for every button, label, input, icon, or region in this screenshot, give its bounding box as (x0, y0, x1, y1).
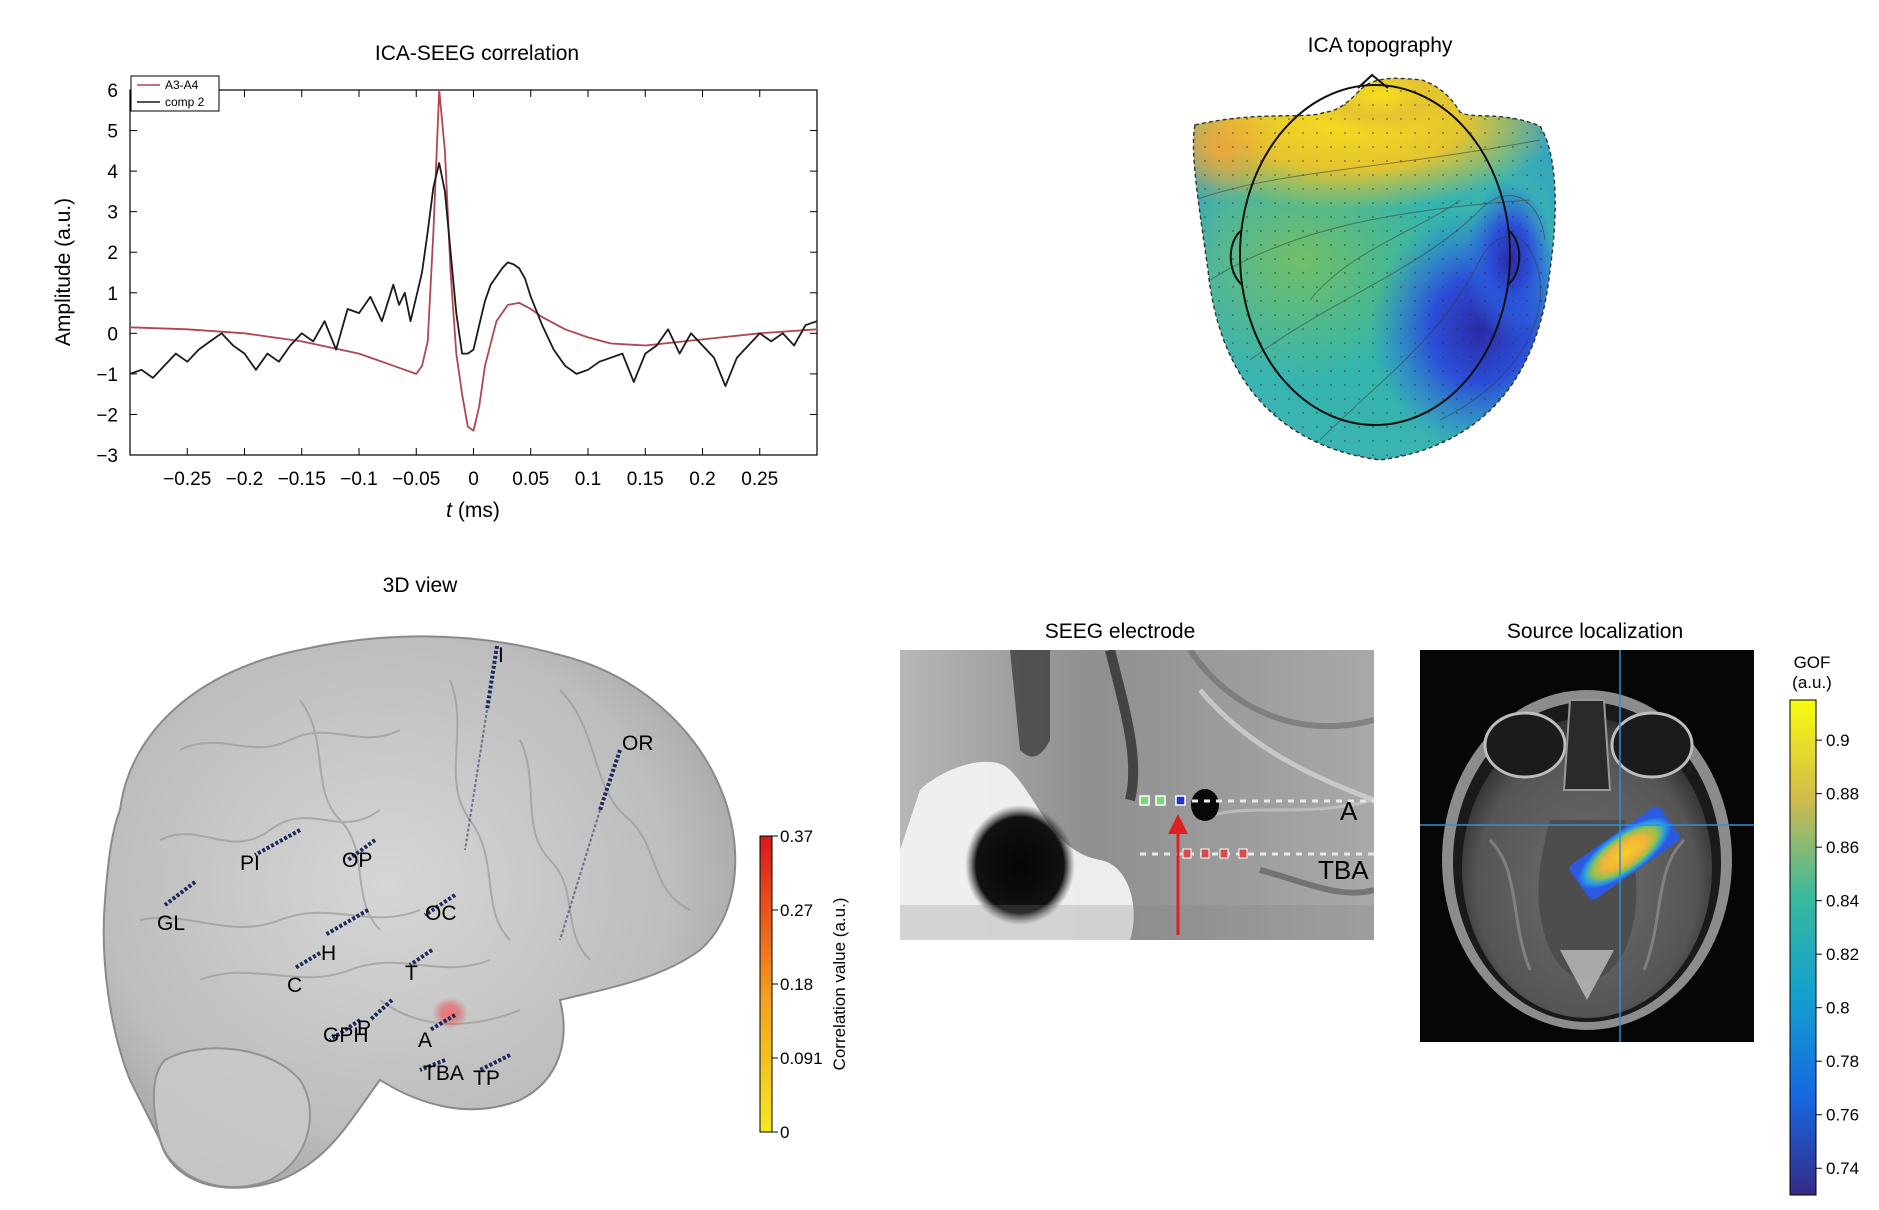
electrode-label-pi: PI (240, 852, 260, 875)
gof-tick-label: 0.88 (1826, 785, 1859, 804)
x-axis-unit: (ms) (452, 499, 500, 522)
legend-label-a3a4: A3-A4 (165, 78, 199, 92)
gof-tick-label: 0.82 (1826, 945, 1859, 964)
x-tick-label: 0.1 (575, 469, 601, 490)
electrode-label-op: OP (342, 849, 372, 872)
x-tick-label: 0.25 (741, 469, 778, 490)
gof-tick-label: 0.74 (1826, 1159, 1859, 1178)
corr-tick-4: 0 (780, 1123, 789, 1142)
seeg-label-tba: TBA (1318, 855, 1369, 885)
y-tick-label: 5 (107, 122, 118, 143)
x-tick-label: −0.2 (226, 469, 264, 490)
topography-title: ICA topography (1307, 34, 1453, 57)
y-tick-label: −3 (96, 446, 118, 467)
cerebellum (152, 1047, 311, 1189)
corr-colorbar-label: Correlation value (a.u.) (830, 898, 849, 1071)
x-tick-label: 0.15 (627, 469, 664, 490)
y-tick-label: 6 (107, 81, 118, 102)
x-tick-label: −0.05 (392, 469, 440, 490)
x-tick-label: −0.25 (163, 469, 211, 490)
electrode-label-i: I (498, 644, 504, 667)
electrode-label-or: OR (622, 732, 654, 755)
legend-label-comp2: comp 2 (165, 95, 205, 109)
y-ticks: −3 −2 −1 0 1 2 3 4 5 6 (96, 81, 817, 467)
series-line-a3a4 (129, 89, 818, 432)
gof-tick-label: 0.9 (1826, 731, 1850, 750)
y-tick-label: 1 (107, 284, 118, 305)
x-tick-label: −0.1 (340, 469, 378, 490)
left-ear-outline (1229, 229, 1243, 286)
electrode-label-gl: GL (157, 912, 185, 935)
electrode-shafts (163, 645, 622, 1072)
right-ear-outline (1507, 229, 1521, 286)
gof-ticks: 0.9 0.88 0.86 0.84 0.82 0.8 0.78 0.76 0.74 (1816, 731, 1859, 1178)
electrode-label-gph: GPH (323, 1024, 369, 1047)
brain-render: I OR PI OP GL OC H C T GPH P A TBA TP (102, 635, 737, 1189)
gof-tick-label: 0.76 (1826, 1106, 1859, 1125)
seeg-label-a: A (1340, 796, 1358, 826)
gof-title: GOF (1794, 653, 1831, 672)
x-tick-label: 0 (468, 469, 479, 490)
gof-unit: (a.u.) (1792, 673, 1832, 692)
gof-blob (1569, 806, 1680, 900)
correlation-chart: −0.25 −0.2 −0.15 −0.1 −0.05 0 0.05 0.1 0.15 0.2 0.… (52, 75, 818, 522)
corr-tick-0: 0.37 (780, 827, 813, 846)
source-mri (1420, 650, 1754, 1042)
seeg-panel: SEEG electrode (900, 600, 1380, 960)
nose-outline (1357, 73, 1389, 89)
x-tick-label: −0.15 (278, 469, 326, 490)
gof-colorbar: GOF (a.u.) 0.9 0.88 0.86 0.84 0.82 0.8 0.78 0.7… (1789, 653, 1859, 1196)
legend: A3-A4 comp 2 (130, 75, 220, 112)
corr-tick-3: 0.091 (780, 1049, 823, 1068)
electrode-label-oc: OC (425, 902, 457, 925)
gof-tick-label: 0.8 (1826, 999, 1850, 1018)
electrode-label-h: H (321, 942, 336, 965)
electrode-label-p: P (357, 1017, 371, 1040)
x-axis-label: t (ms) (446, 499, 500, 522)
source-title: Source localization (1506, 620, 1684, 643)
arrow-icon (1168, 814, 1188, 935)
seeg-mri: A TBA (900, 650, 1374, 940)
corr-tick-2: 0.18 (780, 975, 813, 994)
electrode-label-tba: TBA (423, 1062, 464, 1085)
plot-frame (129, 89, 818, 456)
electrode-label-a: A (418, 1029, 432, 1052)
topography-map (1192, 73, 1556, 461)
gof-tick-label: 0.86 (1826, 838, 1859, 857)
correlation-title: ICA-SEEG correlation (374, 42, 580, 65)
source-panel: Source localization (1400, 600, 1879, 1209)
topography-panel: ICA topography (1100, 0, 1660, 480)
gof-tick-label: 0.84 (1826, 892, 1859, 911)
y-tick-label: −1 (96, 365, 118, 386)
head-outline (1239, 84, 1511, 426)
x-tick-label: 0.05 (512, 469, 549, 490)
gof-tick-label: 0.78 (1826, 1052, 1859, 1071)
series-line-comp2 (129, 162, 818, 388)
corr-tick-1: 0.27 (780, 901, 813, 920)
y-tick-label: 3 (107, 203, 118, 224)
y-axis-label: Amplitude (a.u.) (52, 198, 75, 346)
electrode-label-tp: TP (473, 1067, 500, 1090)
correlation-panel: ICA-SEEG correlation −0.25 −0.2 −0.15 −0.1−… (0, 0, 860, 540)
y-tick-label: 0 (107, 324, 118, 345)
x-axis-variable: t (446, 499, 453, 522)
view3d-panel: 3D view (0, 560, 880, 1209)
seeg-title: SEEG electrode (1044, 620, 1196, 643)
y-tick-label: −2 (96, 405, 118, 426)
electrode-a-contacts (1139, 795, 1374, 806)
view3d-title: 3D view (382, 574, 458, 597)
electrode-label-c: C (287, 974, 302, 997)
electrode-labels: I OR PI OP GL OC H C T GPH P A TBA TP (157, 644, 654, 1090)
brain-surface (102, 635, 737, 1189)
x-tick-label: 0.2 (689, 469, 715, 490)
correlation-colorbar: 0.37 0.27 0.18 0.091 0 Correlation value… (759, 827, 849, 1142)
electrode-label-t: T (405, 962, 418, 985)
y-tick-label: 2 (107, 243, 118, 264)
series-group (129, 89, 818, 432)
y-tick-label: 4 (107, 162, 118, 183)
x-ticks: −0.25 −0.2 −0.15 −0.1 −0.05 0 0.05 0.1 0.15 0.2 0.… (163, 90, 778, 490)
